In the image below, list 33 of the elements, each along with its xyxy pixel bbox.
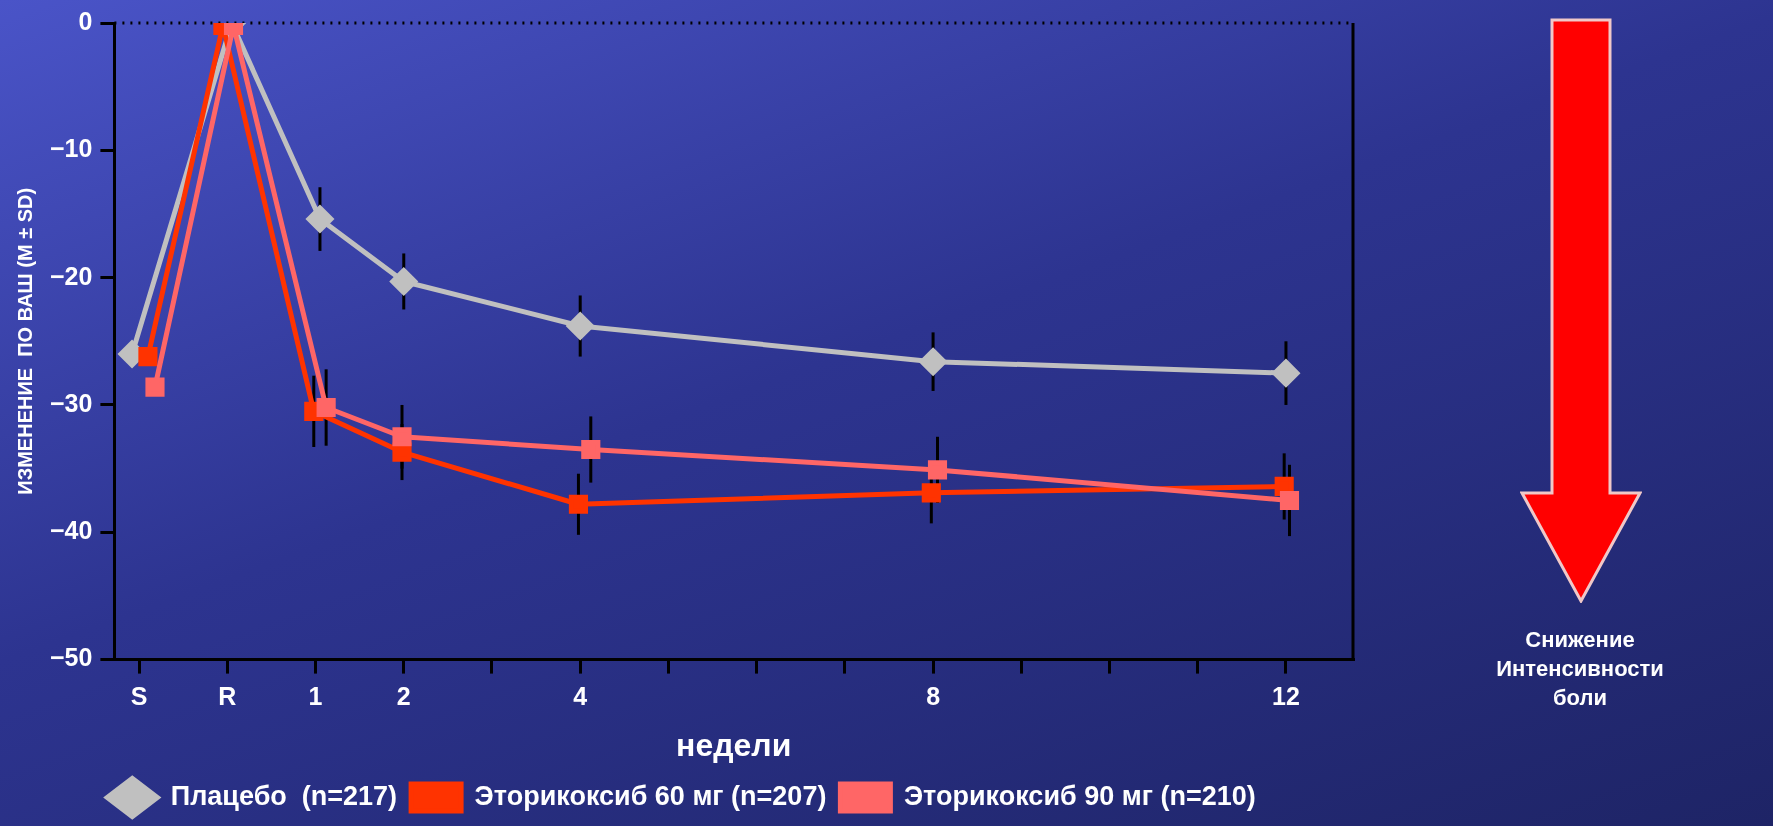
point bbox=[1272, 359, 1300, 387]
x-tick-label: 1 bbox=[308, 682, 323, 711]
x-tick-label: 8 bbox=[926, 682, 941, 711]
point bbox=[316, 397, 336, 418]
x-tick-label: S bbox=[130, 682, 148, 711]
point bbox=[390, 267, 418, 295]
y-tick-label: −30 bbox=[49, 388, 93, 417]
y-axis-title: ИЗМЕНЕНИЕ ПО ВАШ (M ± SD) bbox=[13, 187, 36, 495]
point bbox=[1279, 490, 1300, 511]
point bbox=[138, 347, 158, 367]
y-tick-label: −10 bbox=[49, 134, 93, 163]
legend-label: Плацебо (n=217) bbox=[170, 780, 398, 811]
point bbox=[919, 348, 947, 376]
point bbox=[392, 427, 412, 447]
x-tick-label: 4 bbox=[573, 682, 588, 711]
point bbox=[581, 439, 601, 460]
y-tick-label: −50 bbox=[49, 643, 93, 672]
x-tick-label: 2 bbox=[396, 682, 411, 711]
point bbox=[927, 460, 948, 480]
legend-label: Эторикоксиб 60 мг (n=207) bbox=[474, 780, 827, 811]
point bbox=[566, 312, 594, 340]
y-tick-label: −40 bbox=[49, 516, 93, 545]
point bbox=[306, 205, 334, 233]
x-tick-label: 12 bbox=[1272, 682, 1300, 711]
point bbox=[568, 494, 589, 514]
point bbox=[921, 483, 941, 503]
x-tick-label: R bbox=[218, 682, 237, 711]
point bbox=[145, 377, 165, 397]
x-axis-title: недели bbox=[676, 726, 792, 763]
legend-label: Эторикоксиб 90 мг (n=210) bbox=[903, 780, 1256, 811]
y-tick-label: 0 bbox=[78, 6, 93, 35]
y-tick-label: −20 bbox=[49, 261, 93, 290]
text: Снижение Интенсивности боли bbox=[1495, 626, 1665, 712]
